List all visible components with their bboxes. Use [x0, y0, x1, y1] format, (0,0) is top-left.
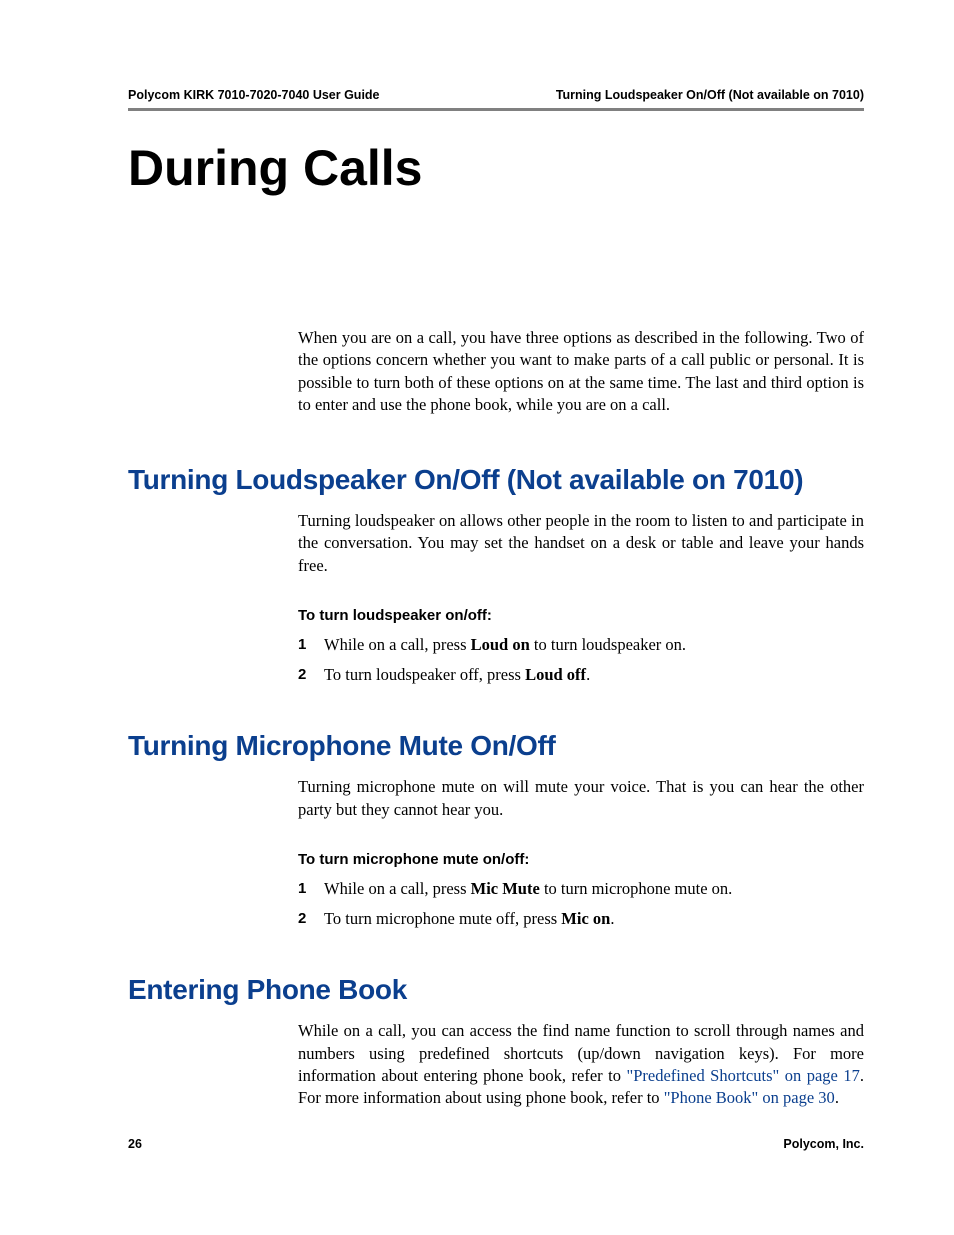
step-text: While on a call, press Loud on to turn l…: [324, 634, 864, 656]
running-header: Polycom KIRK 7010-7020-7040 User Guide T…: [128, 88, 864, 111]
list-item: 1 While on a call, press Loud on to turn…: [298, 634, 864, 656]
steps-mic-mute: 1 While on a call, press Mic Mute to tur…: [298, 878, 864, 931]
section-heading-phone-book: Entering Phone Book: [128, 974, 864, 1006]
sub-heading-loudspeaker: To turn loudspeaker on/off:: [298, 607, 864, 624]
list-item: 2 To turn loudspeaker off, press Loud of…: [298, 664, 864, 686]
chapter-title: During Calls: [128, 139, 864, 197]
link-predefined-shortcuts[interactable]: "Predefined Shortcuts" on page 17: [626, 1066, 859, 1085]
footer: 26 Polycom, Inc.: [128, 1137, 864, 1151]
list-item: 1 While on a call, press Mic Mute to tur…: [298, 878, 864, 900]
step-text: To turn microphone mute off, press Mic o…: [324, 908, 864, 930]
step-text: To turn loudspeaker off, press Loud off.: [324, 664, 864, 686]
header-left: Polycom KIRK 7010-7020-7040 User Guide: [128, 88, 380, 102]
footer-company: Polycom, Inc.: [783, 1137, 864, 1151]
section-body-mic-mute: Turning microphone mute on will mute you…: [298, 776, 864, 821]
header-right: Turning Loudspeaker On/Off (Not availabl…: [556, 88, 864, 102]
step-number: 2: [298, 908, 324, 930]
page: Polycom KIRK 7010-7020-7040 User Guide T…: [0, 0, 954, 1235]
section-body-loudspeaker: Turning loudspeaker on allows other peop…: [298, 510, 864, 577]
section-heading-mic-mute: Turning Microphone Mute On/Off: [128, 730, 864, 762]
step-number: 2: [298, 664, 324, 686]
steps-loudspeaker: 1 While on a call, press Loud on to turn…: [298, 634, 864, 687]
step-text: While on a call, press Mic Mute to turn …: [324, 878, 864, 900]
link-phone-book[interactable]: "Phone Book" on page 30: [664, 1088, 835, 1107]
section-heading-loudspeaker: Turning Loudspeaker On/Off (Not availabl…: [128, 464, 864, 496]
section-body-phone-book: While on a call, you can access the find…: [298, 1020, 864, 1109]
list-item: 2 To turn microphone mute off, press Mic…: [298, 908, 864, 930]
sub-heading-mic-mute: To turn microphone mute on/off:: [298, 851, 864, 868]
step-number: 1: [298, 878, 324, 900]
intro-paragraph: When you are on a call, you have three o…: [298, 327, 864, 416]
page-number: 26: [128, 1137, 142, 1151]
step-number: 1: [298, 634, 324, 656]
